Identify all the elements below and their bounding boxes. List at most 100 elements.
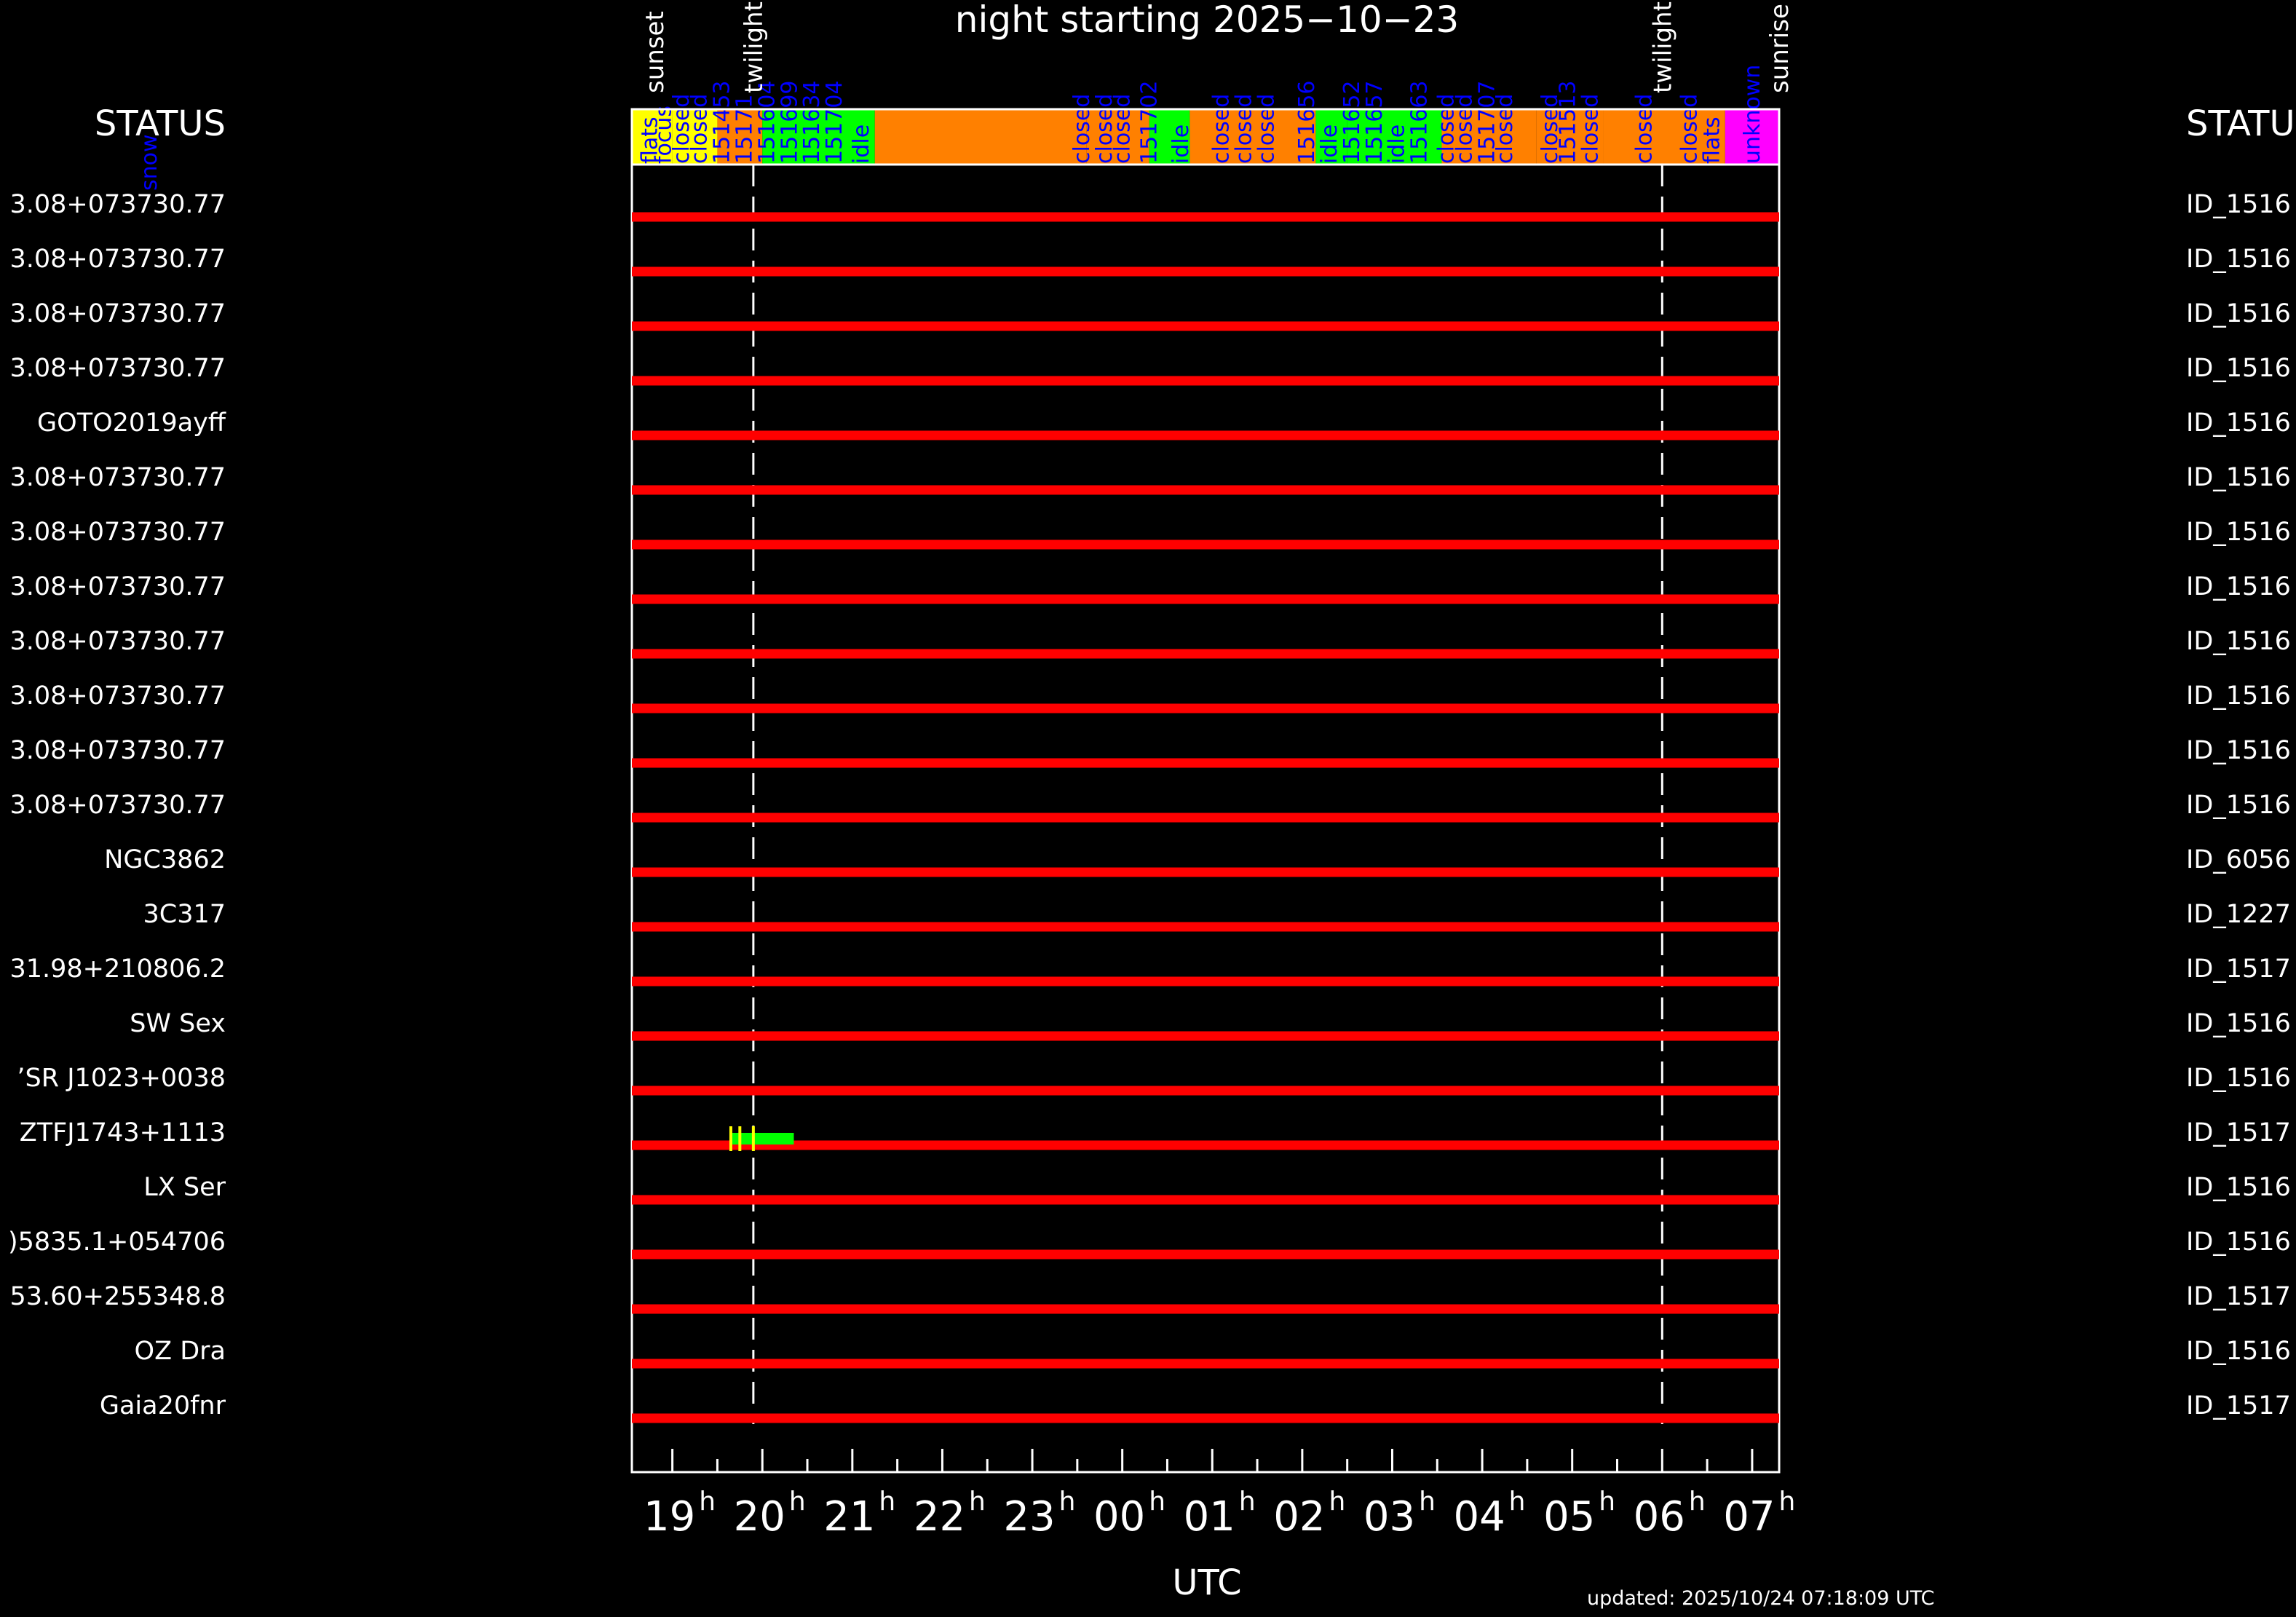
status-label: closed bbox=[1632, 94, 1658, 164]
status-label: 151604 bbox=[754, 80, 780, 164]
status-label: flats bbox=[638, 116, 663, 164]
x-tick-unit: h bbox=[1599, 1487, 1615, 1517]
status-segment bbox=[1315, 109, 1347, 165]
status-segment bbox=[1347, 109, 1442, 165]
status-segment bbox=[1536, 109, 1604, 165]
target-name: 53.60+255348.8 bbox=[9, 1282, 226, 1311]
target-id: ID_1516 bbox=[2186, 1337, 2291, 1366]
target-id: ID_1516 bbox=[2186, 190, 2291, 219]
updated-text: updated: 2025/10/24 07:18:09 UTC bbox=[1587, 1587, 1935, 1610]
target-name: 3C317 bbox=[143, 900, 226, 929]
status-label: 151707 bbox=[1474, 80, 1500, 164]
target-name: 3.08+073730.77 bbox=[9, 518, 226, 547]
target-name: Gaia20fnr bbox=[100, 1391, 226, 1420]
target-id: ID_1516 bbox=[2186, 408, 2291, 438]
status-label: focus bbox=[651, 106, 676, 164]
status-right-label: STATU bbox=[2186, 103, 2295, 144]
status-label: closed bbox=[687, 94, 713, 164]
status-label: closed bbox=[1537, 94, 1563, 164]
target-name: 3.08+073730.77 bbox=[9, 299, 226, 328]
target-name: 3.08+073730.77 bbox=[9, 791, 226, 820]
status-label: 151652 bbox=[1339, 80, 1365, 164]
target-name: GOTO2019ayff bbox=[37, 408, 226, 438]
x-tick-label: 03 bbox=[1363, 1493, 1415, 1541]
target-name: 3.08+073730.77 bbox=[9, 245, 226, 274]
x-tick-label: 20 bbox=[734, 1493, 785, 1541]
target-name: 3.08+073730.77 bbox=[9, 681, 226, 711]
status-label: 151453 bbox=[710, 80, 735, 164]
x-tick-unit: h bbox=[1149, 1487, 1165, 1517]
status-segment bbox=[672, 109, 718, 165]
target-id: ID_1516 bbox=[2186, 1009, 2291, 1038]
x-tick-unit: h bbox=[1689, 1487, 1706, 1517]
target-id: ID_1516 bbox=[2186, 354, 2291, 383]
status-segment bbox=[1189, 109, 1316, 165]
status-label: closed bbox=[1677, 94, 1702, 164]
status-label: closed bbox=[1577, 94, 1603, 164]
target-id: ID_1516 bbox=[2186, 299, 2291, 328]
target-name: 3.08+073730.77 bbox=[9, 190, 226, 219]
x-tick-unit: h bbox=[789, 1487, 806, 1517]
target-id: ID_1516 bbox=[2186, 681, 2291, 711]
target-id: ID_1516 bbox=[2186, 1173, 2291, 1202]
target-id: ID_1517 bbox=[2186, 1391, 2291, 1420]
target-id: ID_1516 bbox=[2186, 1064, 2291, 1093]
target-id: ID_1516 bbox=[2186, 245, 2291, 274]
status-label: 151634 bbox=[799, 80, 825, 164]
target-name: ’SR J1023+0038 bbox=[17, 1064, 226, 1093]
status-label: 151704 bbox=[822, 80, 847, 164]
status-label: 151513 bbox=[1556, 80, 1581, 164]
status-label: idle bbox=[849, 124, 874, 164]
target-id: ID_1516 bbox=[2186, 736, 2291, 765]
target-name: NGC3862 bbox=[104, 845, 226, 874]
target-id: ID_1516 bbox=[2186, 518, 2291, 547]
x-tick-label: 19 bbox=[644, 1493, 695, 1541]
event-label: sunrise bbox=[1765, 4, 1794, 93]
status-label: snow bbox=[137, 134, 162, 191]
status-label: closed bbox=[1434, 94, 1460, 164]
target-id: ID_1516 bbox=[2186, 463, 2291, 492]
x-tick-label: 22 bbox=[914, 1493, 965, 1541]
target-name: 3.08+073730.77 bbox=[9, 572, 226, 601]
status-segment bbox=[874, 109, 1087, 165]
target-name: SW Sex bbox=[130, 1009, 226, 1038]
status-label: unknown bbox=[1740, 65, 1765, 164]
status-segment bbox=[1603, 109, 1725, 165]
status-label: closed bbox=[1209, 94, 1235, 164]
target-name: 3.08+073730.77 bbox=[9, 354, 226, 383]
x-tick-unit: h bbox=[1329, 1487, 1345, 1517]
chart-title: night starting 2025−10−23 bbox=[955, 0, 1459, 41]
status-label: closed bbox=[669, 94, 694, 164]
x-tick-unit: h bbox=[1509, 1487, 1526, 1517]
status-label: idle bbox=[1385, 124, 1410, 164]
x-tick-unit: h bbox=[1419, 1487, 1436, 1517]
status-label: 151657 bbox=[1362, 80, 1388, 164]
target-id: ID_1516 bbox=[2186, 572, 2291, 601]
status-label: closed bbox=[1254, 94, 1279, 164]
x-tick-label: 05 bbox=[1543, 1493, 1595, 1541]
x-tick-unit: h bbox=[1239, 1487, 1256, 1517]
target-id: ID_6056 bbox=[2186, 845, 2291, 874]
status-label: closed bbox=[1492, 94, 1518, 164]
status-label: closed bbox=[1232, 94, 1257, 164]
target-id: ID_1517 bbox=[2186, 954, 2291, 984]
status-segment bbox=[632, 109, 673, 165]
target-id: ID_1517 bbox=[2186, 1118, 2291, 1147]
target-name: OZ Dra bbox=[135, 1337, 226, 1366]
x-tick-unit: h bbox=[879, 1487, 895, 1517]
x-tick-label: 04 bbox=[1453, 1493, 1505, 1541]
event-label: twilight bbox=[1648, 1, 1677, 93]
status-label: closed bbox=[1110, 94, 1136, 164]
target-id: ID_1517 bbox=[2186, 1282, 2291, 1311]
status-label: 151656 bbox=[1294, 80, 1320, 164]
x-tick-unit: h bbox=[969, 1487, 986, 1517]
status-segment bbox=[1725, 109, 1779, 165]
plot-frame bbox=[630, 108, 1781, 1474]
status-label: idle bbox=[1168, 124, 1194, 164]
status-segment bbox=[1086, 109, 1149, 165]
event-label: twilight bbox=[740, 1, 769, 93]
x-tick-unit: h bbox=[699, 1487, 716, 1517]
x-tick-label: 07 bbox=[1723, 1493, 1775, 1541]
x-tick-unit: h bbox=[1059, 1487, 1076, 1517]
